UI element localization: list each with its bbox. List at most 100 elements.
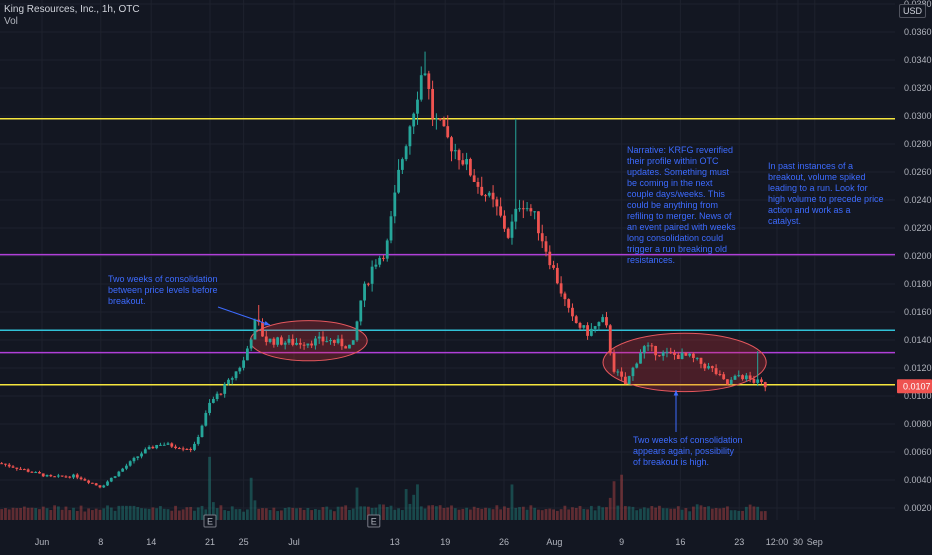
annotation-left-arrow — [217, 306, 271, 326]
volume-bar — [200, 505, 204, 520]
volume-bar — [412, 494, 416, 520]
candle-body — [181, 448, 185, 450]
volume-bar — [676, 506, 680, 520]
candle-body — [748, 375, 752, 379]
candle-body — [355, 321, 359, 341]
annotation-left[interactable]: Two weeks of consolidation between price… — [108, 274, 218, 306]
candle-body — [608, 325, 612, 354]
candle-body — [714, 368, 718, 374]
volume-bar — [4, 508, 7, 520]
volume-bar — [491, 509, 495, 520]
volume-bar — [529, 505, 533, 520]
candle-body — [211, 399, 215, 403]
candle-body — [416, 99, 419, 114]
candle-body — [469, 159, 472, 176]
x-tick-label: 23 — [734, 537, 744, 547]
volume-bar — [623, 506, 627, 520]
candle-body — [756, 379, 760, 383]
volume-bar — [465, 507, 469, 520]
volume-bar — [166, 509, 170, 520]
candle-body — [589, 328, 593, 336]
candle-body — [563, 293, 567, 300]
candle-body — [578, 322, 582, 328]
candle-body — [87, 480, 91, 483]
volume-bar — [245, 509, 249, 520]
volume-bar — [726, 506, 729, 520]
candle-body — [582, 325, 586, 328]
volume-bar — [688, 511, 692, 520]
volume-bar — [393, 509, 397, 520]
x-tick-label: Jul — [288, 537, 300, 547]
volume-bar — [461, 508, 465, 520]
y-tick-label: 0.0160 — [904, 307, 932, 317]
volume-bar — [400, 510, 404, 520]
volume-bar — [0, 509, 4, 520]
volume-bar — [215, 508, 219, 520]
annotation-narrative[interactable]: Narrative: KRFG reverified their profile… — [627, 145, 736, 265]
volume-bar — [695, 504, 699, 520]
candle-body — [703, 363, 707, 369]
candle-body — [446, 126, 450, 138]
candle-body — [605, 317, 608, 326]
annotation-right[interactable]: In past instances of a breakout, volume … — [768, 161, 884, 226]
volume-bar — [480, 508, 484, 520]
volume-bar — [385, 506, 389, 520]
candle-body — [261, 321, 264, 337]
candle-body — [230, 378, 234, 380]
candle-body — [189, 449, 193, 451]
candle-body — [185, 449, 189, 451]
volume-bar — [453, 508, 457, 520]
candle-body — [204, 412, 208, 426]
candle-body — [540, 233, 544, 242]
volume-bar — [125, 505, 128, 520]
volume-bar — [155, 508, 159, 520]
candle-body — [472, 175, 476, 182]
candle-body — [442, 119, 446, 127]
volume-bar — [518, 507, 521, 520]
volume-bar — [219, 505, 223, 520]
volume-bar — [718, 508, 722, 520]
candle-body — [555, 267, 559, 284]
y-tick-label: 0.0020 — [904, 503, 932, 513]
volume-bar — [45, 508, 49, 520]
currency-button[interactable]: USD — [898, 4, 926, 18]
volume-bar — [514, 507, 518, 520]
annotation-bottom[interactable]: Two weeks of consolidation appears again… — [633, 435, 743, 467]
volume-label[interactable]: Vol — [4, 16, 18, 27]
candle-body — [234, 371, 238, 379]
candle-body — [295, 342, 298, 345]
volume-bar — [310, 510, 314, 520]
volume-bar — [673, 508, 676, 520]
y-tick-label: 0.0040 — [904, 475, 932, 485]
volume-bar — [544, 509, 548, 520]
volume-bar — [661, 508, 665, 520]
volume-bar — [503, 506, 506, 520]
symbol-title[interactable]: King Resources, Inc., 1h, OTC — [4, 4, 140, 15]
candle-body — [661, 352, 665, 356]
earnings-marker-label: E — [371, 517, 377, 527]
candle-body — [571, 307, 574, 317]
volume-bar — [446, 507, 450, 520]
volume-bar — [370, 507, 374, 520]
candle-body — [382, 257, 385, 259]
candle-body — [64, 476, 68, 478]
volume-bar — [272, 507, 276, 520]
volume-bar — [143, 508, 147, 520]
candle-body — [215, 393, 219, 400]
candle-body — [423, 73, 427, 76]
volume-bar — [185, 507, 189, 520]
candle-body — [389, 216, 393, 241]
volume-bar — [132, 505, 136, 520]
volume-bar — [238, 509, 242, 520]
candle-body — [34, 472, 38, 474]
volume-bar — [98, 509, 102, 520]
volume-bar — [616, 505, 620, 520]
volume-bar — [242, 511, 245, 520]
volume-bar — [484, 507, 487, 520]
candle-body — [616, 371, 620, 373]
candle-body — [491, 192, 495, 200]
volume-bar — [552, 509, 555, 520]
candle-body — [737, 375, 741, 377]
